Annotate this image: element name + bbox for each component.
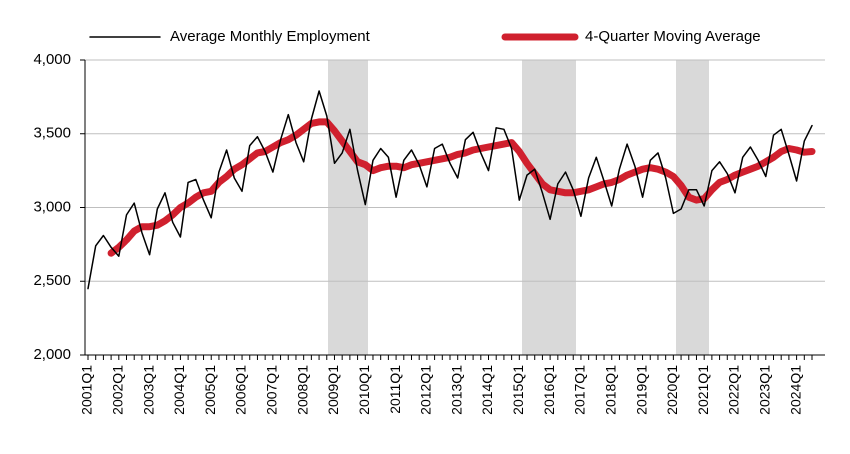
x-tick-label: 2003Q1	[140, 365, 156, 415]
x-tick-label: 2024Q1	[787, 365, 803, 415]
data-line	[107, 118, 816, 257]
x-tick-label: 2006Q1	[233, 365, 249, 415]
x-tick-label: 2002Q1	[110, 365, 126, 415]
x-tick-label: 2020Q1	[664, 365, 680, 415]
legend-label: Average Monthly Employment	[170, 28, 371, 45]
x-tick-label: 2005Q1	[202, 365, 218, 415]
x-tick-label: 2015Q1	[510, 365, 526, 415]
legend-label: 4-Quarter Moving Average	[585, 28, 761, 45]
x-tick-label: 2007Q1	[264, 365, 280, 415]
x-tick-label: 2004Q1	[171, 365, 187, 415]
x-tick-label: 2017Q1	[572, 365, 588, 415]
x-tick-label: 2001Q1	[79, 365, 95, 415]
y-tick-label: 3,500	[33, 125, 71, 142]
x-tick-label: 2009Q1	[325, 365, 341, 415]
x-tick-label: 2014Q1	[479, 365, 495, 415]
y-tick-label: 2,000	[33, 346, 71, 363]
x-tick-label: 2022Q1	[726, 365, 742, 415]
x-tick-label: 2021Q1	[695, 365, 711, 415]
y-tick-label: 3,000	[33, 198, 71, 215]
x-tick-label: 2011Q1	[387, 365, 403, 414]
x-tick-label: 2019Q1	[633, 365, 649, 415]
x-tick-label: 2008Q1	[294, 365, 310, 415]
data-line	[87, 90, 813, 290]
x-tick-label: 2012Q1	[418, 365, 434, 415]
y-tick-label: 4,000	[33, 51, 71, 68]
x-tick-label: 2023Q1	[756, 365, 772, 415]
x-tick-label: 2018Q1	[602, 365, 618, 415]
x-tick-label: 2010Q1	[356, 365, 372, 415]
y-tick-label: 2,500	[33, 272, 71, 289]
x-tick-label: 2013Q1	[448, 365, 464, 415]
x-tick-label: 2016Q1	[541, 365, 557, 415]
